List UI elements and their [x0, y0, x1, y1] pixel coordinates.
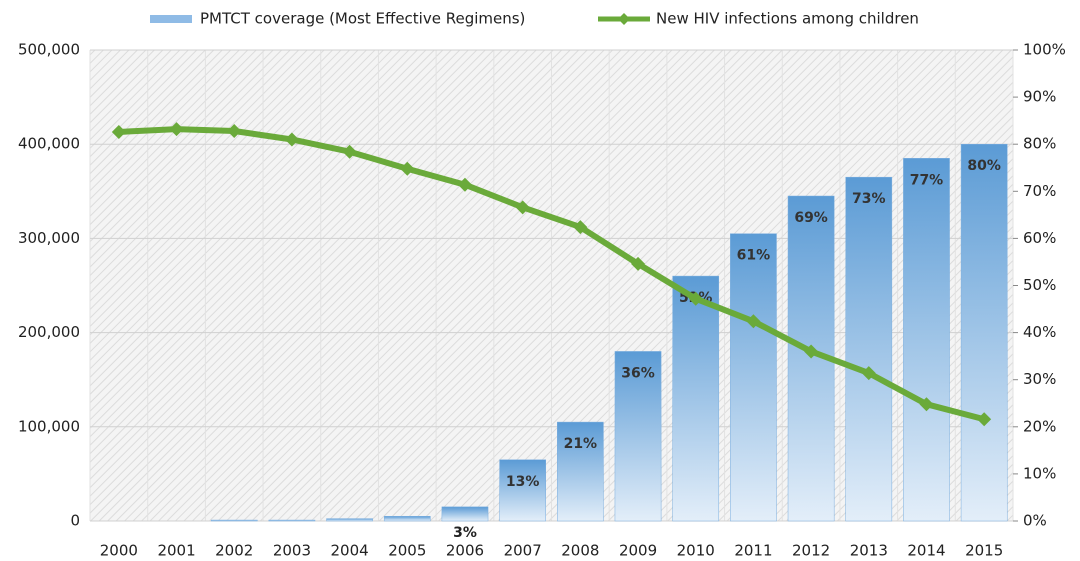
x-tick-label: 2002 — [215, 542, 253, 560]
data-label: 36% — [621, 365, 655, 381]
data-label: 61% — [737, 248, 771, 264]
y2-tick-label: 60% — [1023, 229, 1056, 247]
line-marker — [919, 397, 934, 412]
x-tick-label: 2000 — [100, 542, 138, 560]
y2-tick-label: 30% — [1023, 370, 1056, 388]
legend-swatch-bar — [150, 15, 192, 23]
y2-tick-label: 80% — [1023, 135, 1056, 153]
bar — [326, 518, 373, 522]
data-label: 77% — [910, 172, 944, 188]
line-marker — [515, 200, 530, 215]
y2-tick-label: 20% — [1023, 417, 1056, 435]
legend-label: New HIV infections among children — [656, 10, 919, 28]
x-tick-label: 2011 — [734, 542, 772, 560]
bar — [557, 421, 604, 522]
line-marker — [169, 122, 184, 137]
legend: PMTCT coverage (Most Effective Regimens)… — [150, 10, 919, 28]
line-marker — [227, 124, 242, 139]
data-label: 13% — [506, 474, 540, 490]
line-marker — [804, 344, 819, 359]
line-marker — [573, 220, 588, 235]
y-tick-label: 100,000 — [18, 417, 80, 435]
line-marker — [400, 161, 415, 176]
data-label: 69% — [794, 210, 828, 226]
bar — [499, 459, 546, 522]
y2-tick-label: 0% — [1023, 512, 1047, 530]
x-tick-label: 2007 — [504, 542, 542, 560]
x-tick-label: 2009 — [619, 542, 657, 560]
bar — [960, 143, 1008, 522]
bar — [903, 158, 950, 522]
y-tick-label: 200,000 — [18, 323, 80, 341]
line-marker — [284, 132, 299, 147]
line — [118, 126, 985, 423]
y2-tick-label: 100% — [1023, 41, 1066, 59]
bar — [845, 176, 893, 522]
line-marker — [977, 412, 992, 427]
bar — [730, 233, 777, 522]
x-tick-label: 2006 — [446, 542, 484, 560]
x-tick-label: 2014 — [907, 542, 945, 560]
y2-tick-label: 50% — [1023, 276, 1056, 294]
y2-tick-label: 10% — [1023, 464, 1056, 482]
bar — [672, 275, 720, 522]
y2-tick-label: 40% — [1023, 323, 1056, 341]
y-tick-label: 0 — [70, 512, 80, 530]
bar — [383, 516, 431, 522]
x-tick-label: 2005 — [388, 542, 426, 560]
line-marker — [111, 124, 126, 139]
legend-marker — [618, 13, 630, 25]
x-tick-label: 2013 — [850, 542, 888, 560]
data-label: 80% — [967, 158, 1001, 174]
bar — [268, 519, 316, 522]
data-label: 73% — [852, 191, 886, 207]
x-tick-label: 2001 — [157, 542, 195, 560]
x-tick-label: 2004 — [331, 542, 369, 560]
line-marker — [861, 366, 876, 381]
y-tick-label: 400,000 — [18, 135, 80, 153]
legend-label: PMTCT coverage (Most Effective Regimens) — [200, 10, 525, 28]
x-tick-label: 2015 — [965, 542, 1003, 560]
line-marker — [631, 256, 646, 271]
bar — [210, 519, 258, 522]
x-tick-label: 2003 — [273, 542, 311, 560]
line-marker — [342, 144, 357, 159]
y2-tick-label: 70% — [1023, 182, 1056, 200]
line-marker — [688, 291, 703, 306]
bar — [441, 506, 489, 522]
y2-tick-label: 90% — [1023, 88, 1056, 106]
data-label: 3% — [453, 525, 477, 541]
x-tick-label: 2010 — [677, 542, 715, 560]
x-tick-label: 2012 — [792, 542, 830, 560]
line-marker — [746, 314, 761, 329]
x-tick-label: 2008 — [561, 542, 599, 560]
line-marker — [457, 177, 472, 192]
y-tick-label: 300,000 — [18, 229, 80, 247]
y-tick-label: 500,000 — [18, 41, 80, 59]
data-label: 21% — [564, 436, 598, 452]
bar — [614, 351, 662, 522]
